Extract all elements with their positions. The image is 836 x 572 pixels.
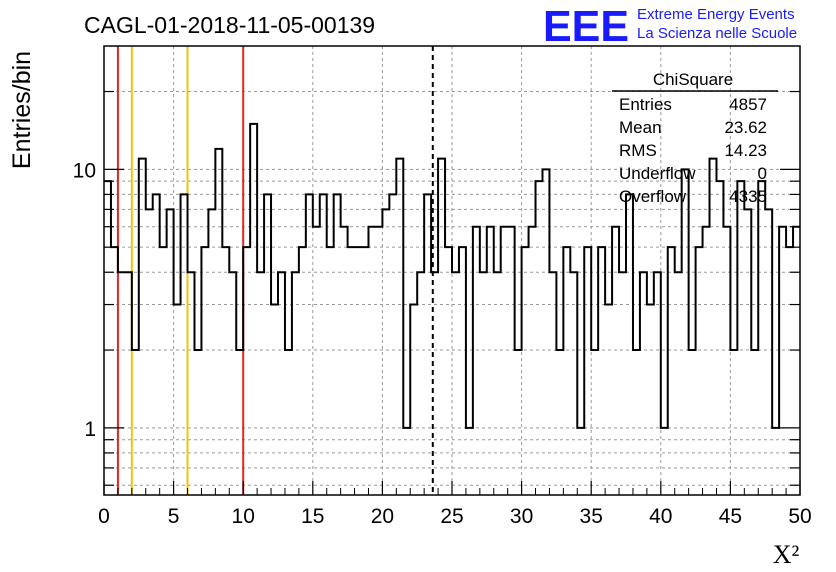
x-tick-label: 30: [510, 505, 533, 528]
x-axis-label: X²: [773, 540, 800, 569]
stats-label: Overflow: [619, 187, 687, 206]
grid: [104, 46, 800, 495]
stats-value: 4857: [729, 95, 767, 114]
stats-value: 0: [758, 164, 767, 183]
stats-label: Entries: [619, 95, 672, 114]
x-tick-label: 25: [440, 505, 463, 528]
y-tick-label: 1: [84, 418, 96, 441]
stats-title: ChiSquare: [653, 70, 733, 89]
stats-value: 4335: [729, 187, 767, 206]
x-tick-label: 35: [580, 505, 603, 528]
y-tick-label: 10: [73, 159, 96, 182]
stats-label: RMS: [619, 141, 657, 160]
stats-label: Mean: [619, 118, 662, 137]
x-tick-label: 5: [168, 505, 180, 528]
stats-box: ChiSquare Entries 4857 Mean 23.62 RMS 14…: [612, 70, 778, 206]
x-tick-label: 50: [788, 505, 811, 528]
eee-logo: EEE: [543, 2, 629, 51]
stats-label: Underflow: [619, 164, 696, 183]
logo-line-2: La Scienza nelle Scuole: [637, 25, 797, 42]
x-tick-label: 45: [719, 505, 742, 528]
logo-line-1: Extreme Energy Events: [637, 6, 795, 23]
x-tick-label: 20: [371, 505, 394, 528]
y-axis-label: Entries/bin: [8, 51, 36, 169]
x-tick-label: 40: [649, 505, 672, 528]
axis-ticks: 0 5 10 15 20 25 30 35 40 45 50 1 10: [73, 90, 812, 528]
x-tick-label: 0: [98, 505, 110, 528]
stats-value: 14.23: [724, 141, 767, 160]
stats-value: 23.62: [724, 118, 767, 137]
x-tick-label: 15: [301, 505, 324, 528]
run-title: CAGL-01-2018-11-05-00139: [84, 12, 375, 38]
histogram-series: [104, 122, 800, 429]
x-tick-label: 10: [232, 505, 255, 528]
